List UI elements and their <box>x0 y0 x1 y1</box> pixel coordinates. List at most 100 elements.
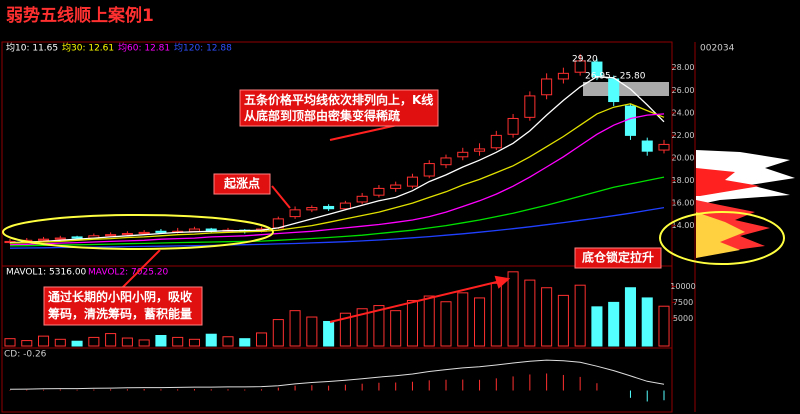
moving-average <box>9 113 665 246</box>
volume-bar <box>390 310 402 347</box>
price-range-box <box>583 82 669 96</box>
annotation-box <box>213 173 271 195</box>
candle-body <box>641 140 653 152</box>
volume-bar <box>574 284 586 347</box>
volume-bar <box>490 282 502 347</box>
price-mark: 29.20 <box>572 55 598 65</box>
vol-tick-label: 10000 <box>670 282 695 291</box>
candle-body <box>423 163 435 177</box>
y-tick-label: 18.00 <box>672 176 695 185</box>
volume-bar <box>323 320 335 347</box>
ma-legend: 均60: 12.81 <box>118 42 170 54</box>
chip-red <box>696 168 760 196</box>
vol-tick-label: 5000 <box>673 314 693 323</box>
volume-bar <box>239 338 251 347</box>
chart-title: 弱势五线顺上案例1 <box>6 5 154 26</box>
volume-bar <box>155 334 167 347</box>
y-tick-label: 26.00 <box>672 86 695 95</box>
macd-panel <box>1 347 673 413</box>
macd-legend: CD: -0.26 <box>4 350 47 360</box>
volume-bar <box>524 279 536 347</box>
volume-bar <box>38 335 50 347</box>
volume-bar <box>557 294 569 347</box>
y-tick-label: 22.00 <box>672 131 695 140</box>
volume-bar <box>138 339 150 347</box>
volume-bar <box>188 338 200 347</box>
stock-code: 002034 <box>700 44 735 54</box>
ma-legend: 均10: 11.65 <box>6 42 58 54</box>
y-tick-label: 28.00 <box>672 63 695 72</box>
annotation-text: 五条价格平均线依次排列向上，K线从底部到顶部由密集变得稀疏 <box>244 93 434 123</box>
volume-bar <box>339 312 351 347</box>
volume-bar <box>272 319 284 347</box>
candle-body <box>608 78 620 103</box>
volume-bar <box>624 287 636 347</box>
volume-bar <box>608 301 620 347</box>
candle-body <box>440 157 452 166</box>
volume-bar <box>21 340 33 347</box>
annotation: 五条价格平均线依次排列向上，K线从底部到顶部由密集变得稀疏 <box>244 93 434 123</box>
candle-body <box>457 151 469 158</box>
candle-body <box>339 202 351 210</box>
candle-body <box>323 205 335 210</box>
y-tick-label: 24.00 <box>672 108 695 117</box>
annotation-box <box>574 247 662 269</box>
panel-frames <box>1 41 696 413</box>
volume-bar <box>256 332 268 347</box>
ma-legend: 均30: 12.61 <box>62 42 114 54</box>
candle-body <box>624 105 636 136</box>
volume-bar <box>356 308 368 347</box>
volume-bar <box>205 333 217 347</box>
volume-bar <box>457 292 469 347</box>
chip-distribution <box>696 150 795 258</box>
volume-bar <box>641 297 653 347</box>
arrowhead <box>494 275 511 289</box>
annotation-box <box>239 89 439 127</box>
annotation: 通过长期的小阳小阴，吸收筹码，清洗筹码，蓄积能量 <box>48 290 193 321</box>
moving-average <box>9 206 665 249</box>
moving-average <box>9 176 665 247</box>
highlight-ellipse <box>2 214 274 250</box>
candle-body <box>138 231 150 235</box>
volume-bar <box>406 299 418 347</box>
y-tick-label: 20.00 <box>672 153 695 162</box>
ma-legend: 均120: 12.88 <box>174 42 232 54</box>
volume-bar <box>71 340 83 347</box>
candle-body <box>155 230 167 233</box>
annotation-box <box>43 286 203 326</box>
volume-bar <box>105 333 117 347</box>
candle-body <box>524 95 536 118</box>
volume-bar <box>440 301 452 347</box>
volume-bar <box>306 316 318 347</box>
candle-body <box>356 195 368 203</box>
candle-body <box>490 134 502 149</box>
volume-bar <box>658 305 670 347</box>
candle-body <box>541 78 553 96</box>
volume-bar <box>541 287 553 347</box>
volume-bar <box>172 336 184 347</box>
candle-body <box>38 238 50 241</box>
volume-legend: MAVOL2: 7025.20 <box>88 268 169 278</box>
candle-body <box>71 236 83 239</box>
volume-bar <box>591 306 603 347</box>
volume-bar <box>88 336 100 347</box>
price-mark: 26.95 - 25.80 <box>585 72 646 82</box>
annotation-text: 底仓锁定拉升 <box>582 250 654 265</box>
chip-yellow <box>696 212 745 258</box>
volume-bar <box>507 271 519 347</box>
volume-bar <box>4 338 16 347</box>
candle-body <box>306 207 318 211</box>
moving-average <box>9 103 665 244</box>
volume-bar <box>54 338 66 347</box>
volume-bar <box>289 310 301 347</box>
y-tick-label: 14.00 <box>672 221 695 230</box>
candle-body <box>390 184 402 189</box>
arrow <box>271 185 291 209</box>
volume-bar <box>474 297 486 347</box>
annotation-text: 通过长期的小阳小阴，吸收筹码，清洗筹码，蓄积能量 <box>48 290 193 321</box>
volume-legend: MAVOL1: 5316.00 <box>6 268 87 278</box>
candle-body <box>105 234 117 237</box>
volume-bar <box>373 305 385 347</box>
